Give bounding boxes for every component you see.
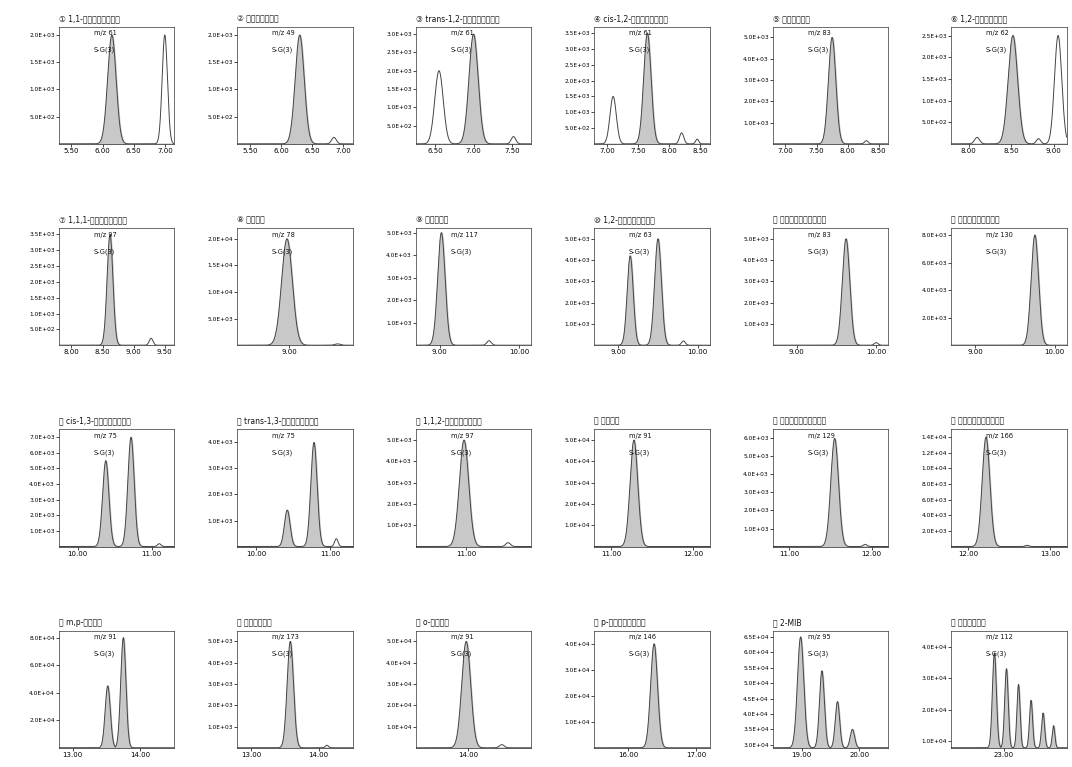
Text: S-G(3): S-G(3) [807, 449, 829, 456]
Text: S-G(3): S-G(3) [450, 47, 472, 53]
Text: S-G(3): S-G(3) [93, 650, 115, 657]
Text: ⑲ m,p-キシレン: ⑲ m,p-キシレン [59, 618, 102, 627]
Text: S-G(3): S-G(3) [93, 449, 115, 456]
Text: m/z 166: m/z 166 [986, 433, 1013, 439]
Text: ⑰ ジブロモクロロメタン: ⑰ ジブロモクロロメタン [773, 416, 827, 426]
Text: S-G(3): S-G(3) [807, 47, 829, 53]
Text: m/z 61: m/z 61 [450, 31, 473, 36]
Text: m/z 146: m/z 146 [629, 634, 656, 640]
Text: ㉓ 2-MIB: ㉓ 2-MIB [773, 618, 802, 627]
Text: m/z 83: m/z 83 [807, 31, 831, 36]
Text: m/z 91: m/z 91 [629, 433, 652, 439]
Text: m/z 62: m/z 62 [986, 31, 1009, 36]
Text: ㉒ p-ジクロロベンゼン: ㉒ p-ジクロロベンゼン [595, 618, 646, 627]
Text: m/z 95: m/z 95 [807, 634, 831, 640]
Text: S-G(3): S-G(3) [93, 47, 115, 53]
Text: ⑧ ベンゼン: ⑧ ベンゼン [238, 216, 265, 224]
Text: m/z 173: m/z 173 [272, 634, 299, 640]
Text: S-G(3): S-G(3) [272, 449, 294, 456]
Text: S-G(3): S-G(3) [272, 47, 294, 53]
Text: ⑫ トリクロロエチレン: ⑫ トリクロロエチレン [952, 216, 1000, 224]
Text: ㉔ ジェオスミン: ㉔ ジェオスミン [952, 618, 986, 627]
Text: S-G(3): S-G(3) [272, 650, 294, 657]
Text: S-G(3): S-G(3) [629, 47, 651, 53]
Text: m/z 75: m/z 75 [93, 433, 117, 439]
Text: ⑥ 1,2-ジクロロエタン: ⑥ 1,2-ジクロロエタン [952, 14, 1008, 23]
Text: ⑦ 1,1,1-トリクロロエタン: ⑦ 1,1,1-トリクロロエタン [59, 216, 126, 224]
Text: ② ジクロロメタン: ② ジクロロメタン [238, 14, 279, 23]
Text: S-G(3): S-G(3) [807, 248, 829, 255]
Text: S-G(3): S-G(3) [986, 650, 1008, 657]
Text: S-G(3): S-G(3) [93, 248, 115, 255]
Text: S-G(3): S-G(3) [272, 248, 294, 255]
Text: S-G(3): S-G(3) [629, 449, 651, 456]
Text: m/z 49: m/z 49 [272, 31, 295, 36]
Text: ⑤ クロロホルム: ⑤ クロロホルム [773, 14, 810, 23]
Text: ③ trans-1,2-ジクロロエチレン: ③ trans-1,2-ジクロロエチレン [416, 14, 500, 23]
Text: m/z 61: m/z 61 [93, 31, 116, 36]
Text: ⑯ トルエン: ⑯ トルエン [595, 416, 620, 426]
Text: m/z 91: m/z 91 [93, 634, 116, 640]
Text: m/z 117: m/z 117 [450, 232, 477, 238]
Text: ⑪ ブロモジクロロメタン: ⑪ ブロモジクロロメタン [773, 216, 827, 224]
Text: m/z 91: m/z 91 [450, 634, 473, 640]
Text: m/z 97: m/z 97 [450, 433, 473, 439]
Text: S-G(3): S-G(3) [450, 449, 472, 456]
Text: m/z 63: m/z 63 [629, 232, 652, 238]
Text: S-G(3): S-G(3) [629, 650, 651, 657]
Text: m/z 83: m/z 83 [807, 232, 831, 238]
Text: m/z 75: m/z 75 [272, 433, 295, 439]
Text: m/z 97: m/z 97 [93, 232, 116, 238]
Text: ⑬ cis-1,3-ジクロロプロペン: ⑬ cis-1,3-ジクロロプロペン [59, 416, 131, 426]
Text: m/z 129: m/z 129 [807, 433, 834, 439]
Text: ⑭ trans-1,3-ジクロロプロペン: ⑭ trans-1,3-ジクロロプロペン [238, 416, 319, 426]
Text: S-G(3): S-G(3) [450, 248, 472, 255]
Text: m/z 130: m/z 130 [986, 232, 1013, 238]
Text: S-G(3): S-G(3) [807, 650, 829, 657]
Text: m/z 61: m/z 61 [629, 31, 652, 36]
Text: ㉑ o-キシレン: ㉑ o-キシレン [416, 618, 449, 627]
Text: ⑱ テトラクロロエチレン: ⑱ テトラクロロエチレン [952, 416, 1004, 426]
Text: ⑩ 1,2-ジクロロプロパン: ⑩ 1,2-ジクロロプロパン [595, 216, 655, 224]
Text: ④ cis-1,2-ジクロロエチレン: ④ cis-1,2-ジクロロエチレン [595, 14, 669, 23]
Text: m/z 112: m/z 112 [986, 634, 1013, 640]
Text: ⑨ 四塩化炭素: ⑨ 四塩化炭素 [416, 216, 448, 224]
Text: ① 1,1-ジクロロエチレン: ① 1,1-ジクロロエチレン [59, 14, 120, 23]
Text: S-G(3): S-G(3) [629, 248, 651, 255]
Text: S-G(3): S-G(3) [450, 650, 472, 657]
Text: m/z 78: m/z 78 [272, 232, 295, 238]
Text: S-G(3): S-G(3) [986, 47, 1008, 53]
Text: ⑳ ブロモホルム: ⑳ ブロモホルム [238, 618, 272, 627]
Text: ⑮ 1,1,2-トリクロロエタン: ⑮ 1,1,2-トリクロロエタン [416, 416, 481, 426]
Text: S-G(3): S-G(3) [986, 248, 1008, 255]
Text: S-G(3): S-G(3) [986, 449, 1008, 456]
